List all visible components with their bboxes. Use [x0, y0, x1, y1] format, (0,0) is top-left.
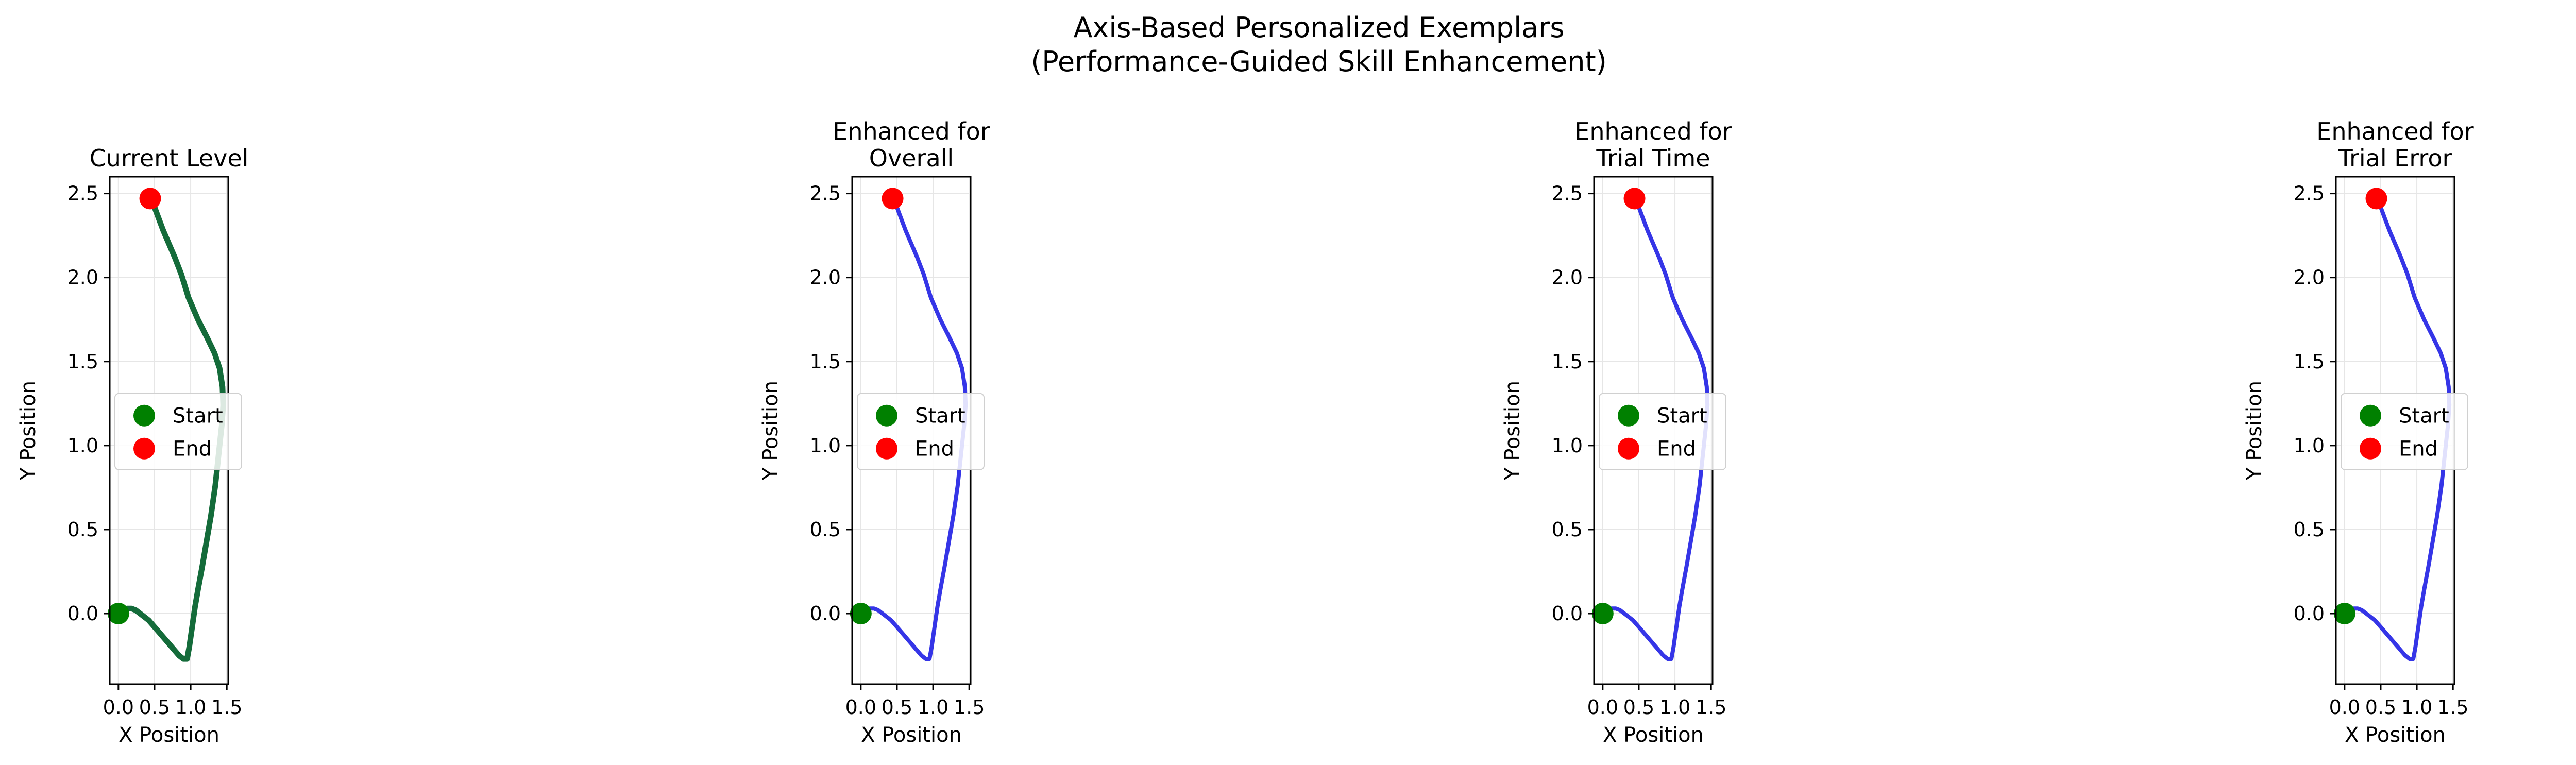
- y-tick-label: 2.5: [2294, 182, 2325, 205]
- legend-start-marker: [133, 404, 155, 427]
- legend: Start End: [114, 393, 242, 470]
- subplot-title-line: Overall: [869, 144, 954, 172]
- x-tick-label: 0.5: [139, 696, 170, 719]
- y-axis-label: Y Position: [759, 381, 783, 481]
- x-axis-label: X Position: [861, 723, 962, 747]
- y-tick-label: 0.5: [67, 518, 98, 541]
- x-tick-label: 0.0: [1587, 696, 1618, 719]
- y-tick-label: 1.5: [67, 350, 98, 373]
- trajectory-line: [115, 194, 226, 662]
- legend-label: Start: [173, 404, 223, 428]
- y-tick-label: 0.0: [2294, 602, 2325, 625]
- legend-label: End: [1657, 437, 1696, 461]
- x-tick-label: 1.0: [2401, 696, 2432, 719]
- legend-start-marker: [876, 404, 897, 427]
- legend-start-marker: [2360, 404, 2381, 427]
- end-marker: [1623, 188, 1646, 210]
- legend-label: Start: [915, 404, 965, 428]
- y-axis-label: Y Position: [16, 381, 40, 481]
- start-marker: [850, 603, 872, 625]
- y-tick-label: 1.0: [810, 434, 841, 457]
- x-axis-label: X Position: [2345, 723, 2446, 747]
- x-tick-label: 0.0: [103, 696, 134, 719]
- y-tick-label: 2.0: [2294, 266, 2325, 289]
- legend: Start End: [2341, 393, 2468, 470]
- trajectory-line: [1600, 195, 1710, 661]
- x-tick-label: 1.0: [1659, 696, 1690, 719]
- x-tick-label: 1.0: [918, 696, 948, 719]
- x-tick-label: 0.0: [845, 696, 876, 719]
- figure-title-line2: (Performance-Guided Skill Enhancement): [1031, 45, 1607, 78]
- x-tick-label: 1.0: [175, 696, 206, 719]
- legend-end-marker: [2360, 437, 2381, 460]
- y-tick-label: 1.0: [2294, 434, 2325, 457]
- y-tick-label: 1.5: [2294, 350, 2325, 373]
- legend-label: End: [173, 437, 212, 461]
- y-tick-label: 0.0: [810, 602, 841, 625]
- subplot-title-line: Enhanced for: [1574, 117, 1732, 145]
- y-tick-label: 0.5: [810, 518, 841, 541]
- x-tick-label: 1.5: [2437, 696, 2468, 719]
- x-tick-label: 1.5: [954, 696, 985, 719]
- y-tick-label: 2.5: [810, 182, 841, 205]
- figure-title-line1: Axis-Based Personalized Exemplars: [1073, 11, 1564, 44]
- x-tick-label: 1.5: [211, 696, 242, 719]
- y-tick-label: 0.5: [1552, 518, 1583, 541]
- legend-label: End: [2399, 437, 2438, 461]
- x-tick-label: 0.5: [882, 696, 912, 719]
- y-tick-label: 2.0: [810, 266, 841, 289]
- subplot-title-line: Trial Time: [1596, 144, 1710, 172]
- subplot-title-line: Current Level: [90, 144, 249, 172]
- y-tick-label: 1.0: [67, 434, 98, 457]
- y-tick-label: 1.0: [1552, 434, 1583, 457]
- x-tick-label: 0.0: [2329, 696, 2360, 719]
- y-tick-label: 1.5: [1552, 350, 1583, 373]
- trajectory-line: [858, 195, 968, 661]
- y-tick-label: 2.0: [67, 266, 98, 289]
- legend-label: End: [915, 437, 954, 461]
- legend-end-marker: [1618, 437, 1639, 460]
- trajectory-line: [2342, 195, 2452, 661]
- y-tick-label: 2.5: [67, 182, 98, 205]
- subplot-title-line: Trial Error: [2338, 144, 2452, 172]
- legend-start-marker: [1618, 404, 1639, 427]
- x-axis-label: X Position: [118, 723, 219, 747]
- legend: Start End: [857, 393, 985, 470]
- end-marker: [882, 188, 904, 210]
- y-tick-label: 2.0: [1552, 266, 1583, 289]
- y-axis-label: Y Position: [1501, 381, 1524, 481]
- start-marker: [2333, 603, 2355, 625]
- end-marker: [2365, 188, 2387, 210]
- legend-label: Start: [2399, 404, 2449, 428]
- legend-end-marker: [876, 437, 897, 460]
- start-marker: [1591, 603, 1614, 625]
- x-tick-label: 1.5: [1696, 696, 1726, 719]
- subplot-title-line: Enhanced for: [833, 117, 990, 145]
- subplot-title-line: Enhanced for: [2316, 117, 2473, 145]
- y-tick-label: 0.0: [67, 602, 98, 625]
- x-axis-label: X Position: [1603, 723, 1704, 747]
- x-tick-label: 0.5: [2365, 696, 2396, 719]
- legend-end-marker: [133, 437, 155, 460]
- start-marker: [107, 603, 129, 625]
- legend: Start End: [1599, 393, 1726, 470]
- legend-label: Start: [1657, 404, 1707, 428]
- end-marker: [139, 188, 161, 210]
- y-tick-label: 0.0: [1552, 602, 1583, 625]
- y-axis-label: Y Position: [2243, 381, 2266, 481]
- y-tick-label: 0.5: [2294, 518, 2325, 541]
- x-tick-label: 0.5: [1623, 696, 1654, 719]
- y-tick-label: 1.5: [810, 350, 841, 373]
- y-tick-label: 2.5: [1552, 182, 1583, 205]
